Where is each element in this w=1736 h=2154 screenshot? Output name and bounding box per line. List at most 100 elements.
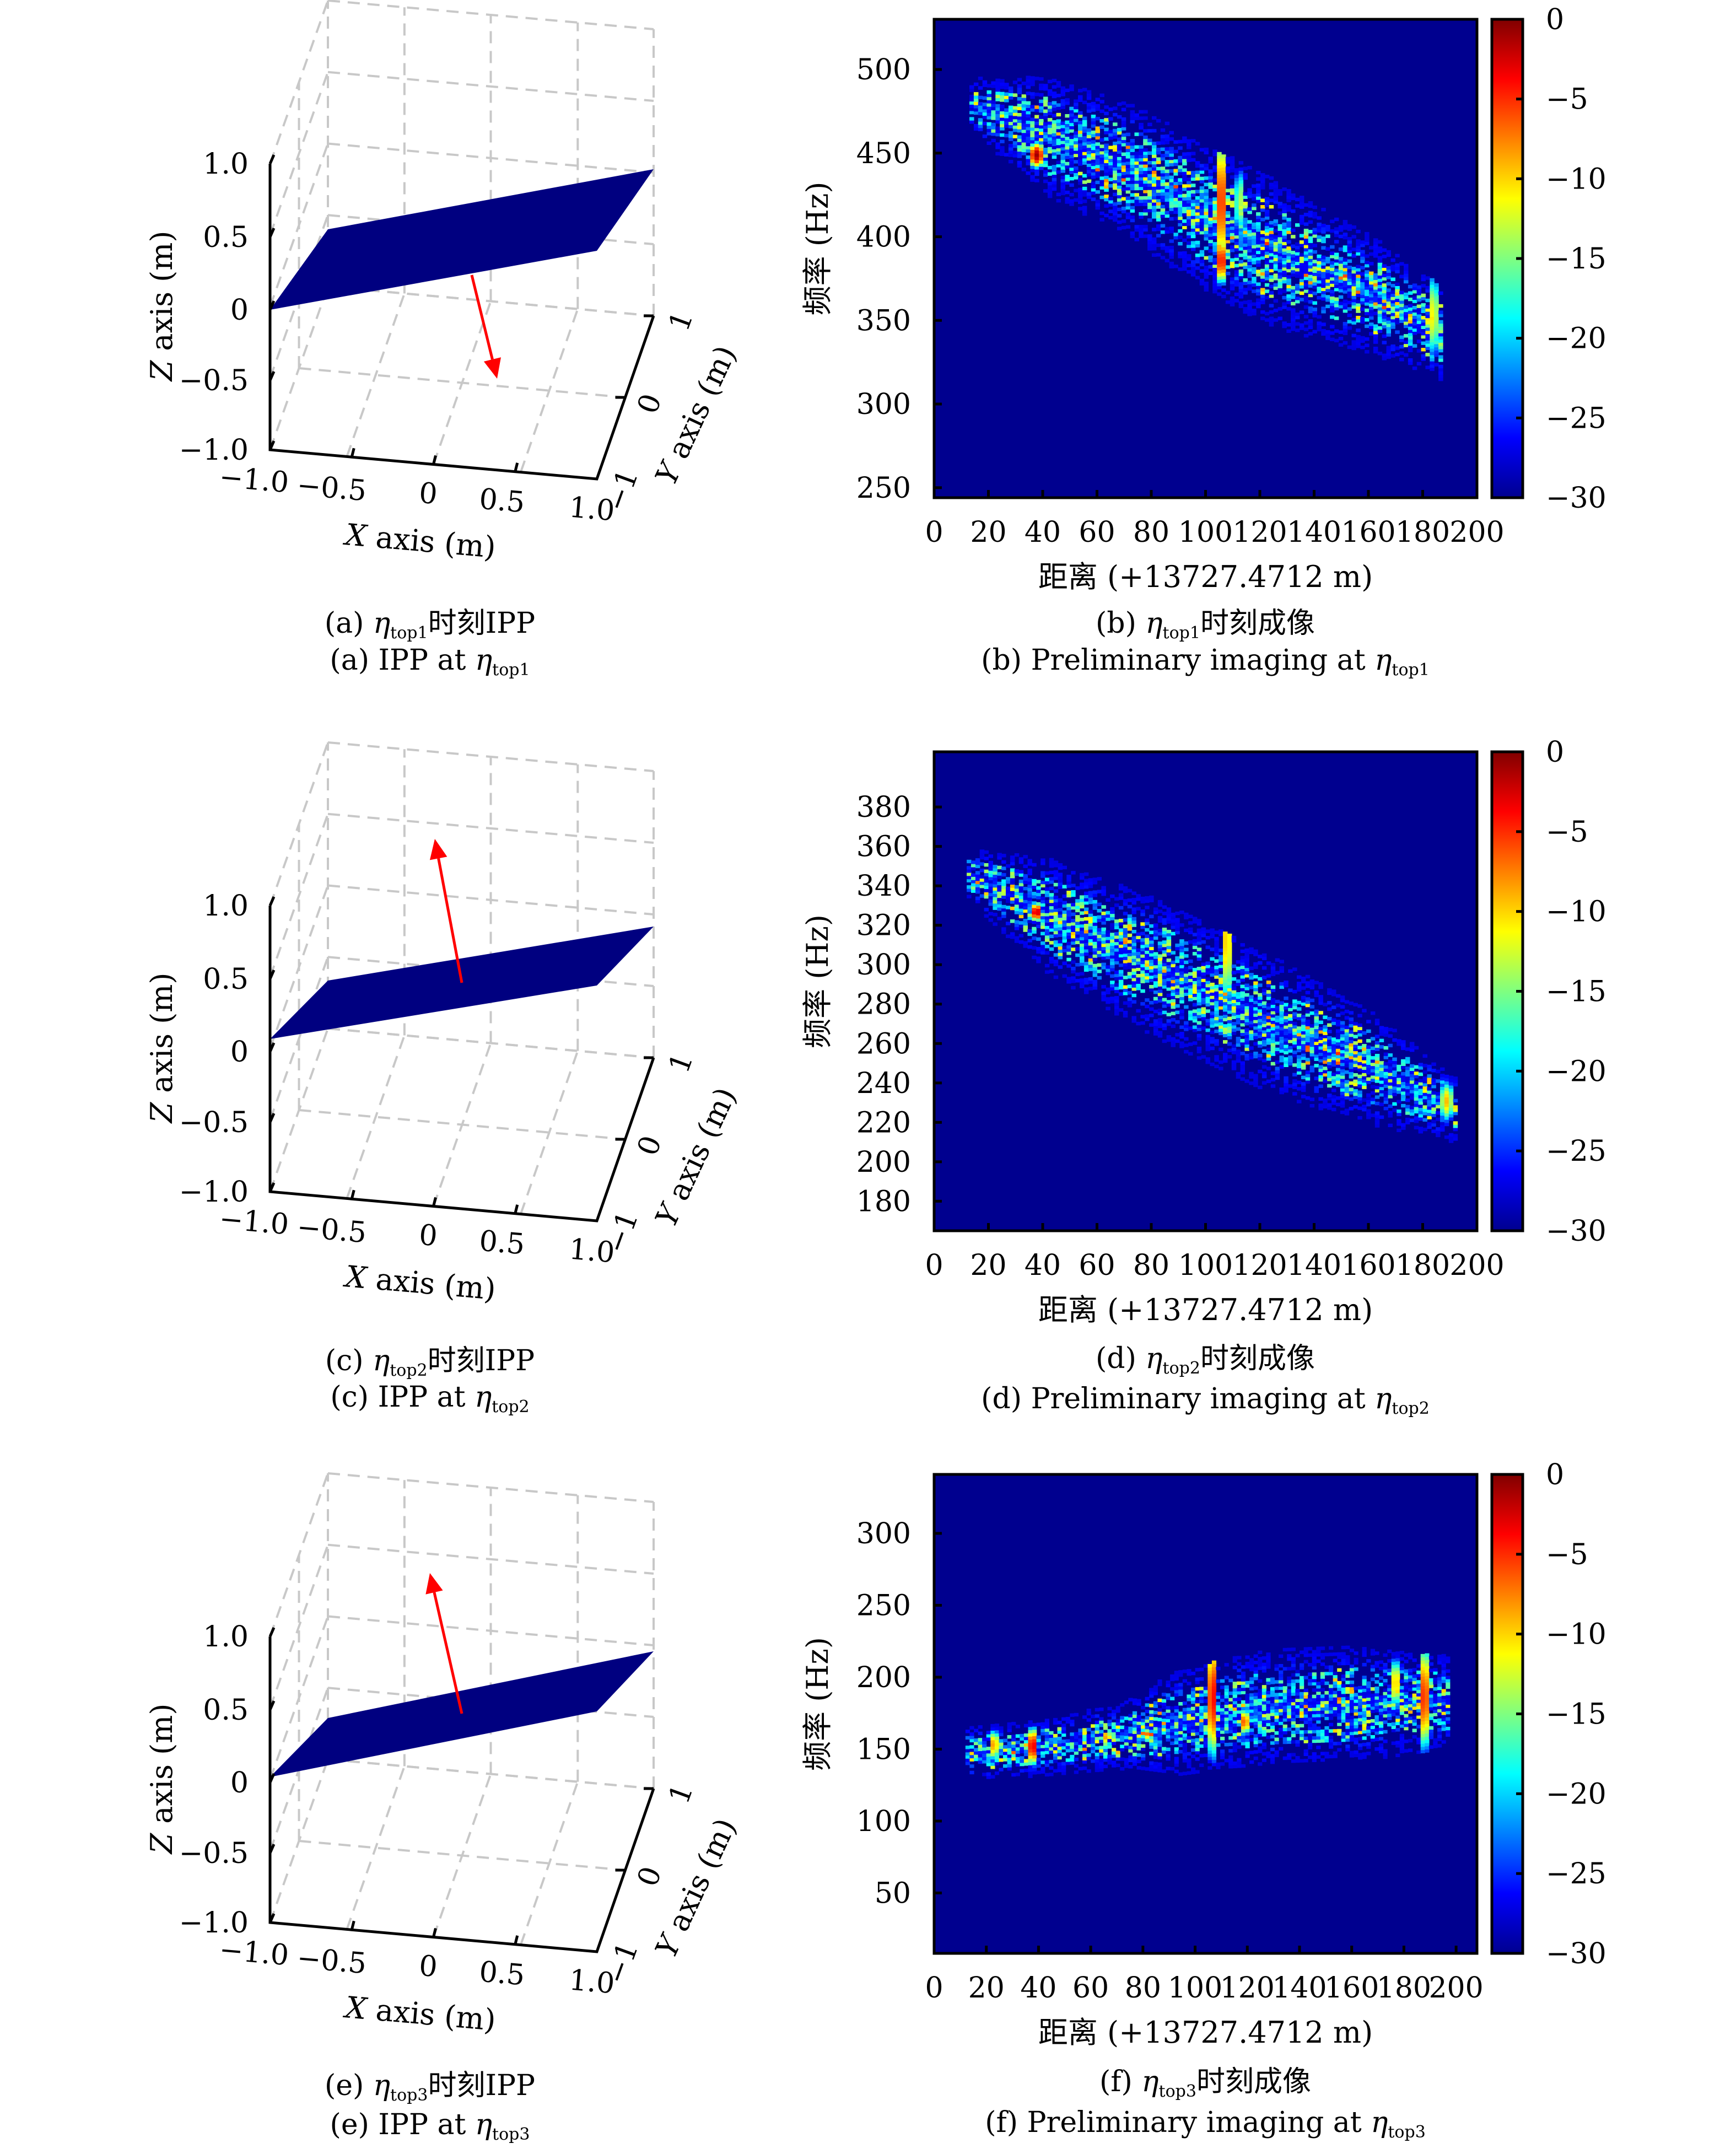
heatmap-cell xyxy=(1157,1021,1163,1025)
heatmap-cell xyxy=(1036,921,1041,925)
heatmap-cell xyxy=(1034,140,1039,144)
heatmap-cell xyxy=(1292,999,1297,1003)
heatmap-cell xyxy=(995,107,1000,111)
heatmap-cell xyxy=(1179,939,1184,943)
heatmap-cell xyxy=(1175,982,1180,986)
heatmap-cell xyxy=(1136,951,1141,955)
heatmap-cell xyxy=(1130,216,1135,219)
heatmap-cell xyxy=(1099,125,1104,129)
heatmap-cell xyxy=(1219,983,1223,988)
y-axis-label-text: axis (m) xyxy=(657,1082,743,1214)
heatmap-cell xyxy=(1408,358,1413,362)
heatmap-cell xyxy=(1069,116,1074,120)
heatmap-cell xyxy=(1123,966,1128,970)
heatmap-cell xyxy=(1314,1051,1319,1055)
heatmap-cell xyxy=(1017,135,1022,139)
heatmap-cell xyxy=(1230,217,1235,220)
heatmap-cell xyxy=(1052,146,1057,149)
x-axis-label: X axis (m) xyxy=(342,517,497,565)
heatmap-cell xyxy=(1157,916,1163,920)
heatmap-cell xyxy=(1152,160,1157,165)
heatmap-cell xyxy=(1196,1008,1202,1012)
heatmap-cell xyxy=(1390,315,1395,320)
heatmap-cell xyxy=(1145,966,1150,970)
heatmap-cell xyxy=(1188,930,1193,934)
heatmap-cell xyxy=(1314,1035,1319,1039)
heatmap-cell xyxy=(1253,1004,1258,1008)
heatmap-cell xyxy=(1217,219,1222,223)
heatmap-cell xyxy=(971,866,976,871)
heatmap-cell xyxy=(1117,144,1122,148)
heatmap-cell xyxy=(1164,173,1170,176)
heatmap-cell xyxy=(1196,1015,1202,1019)
heatmap-cell xyxy=(1327,1055,1332,1059)
heatmap-cell xyxy=(1275,1025,1280,1029)
heatmap-cell xyxy=(1065,181,1070,185)
heatmap-cell xyxy=(1088,964,1093,968)
heatmap-cell xyxy=(1231,1063,1237,1067)
heatmap-cell xyxy=(1143,161,1148,165)
heatmap-cell xyxy=(1078,155,1083,160)
heatmap-cell xyxy=(1095,203,1100,207)
heatmap-cell xyxy=(1284,1063,1288,1067)
heatmap-cell xyxy=(1014,895,1020,898)
heatmap-cell xyxy=(1404,277,1409,281)
heatmap-cell xyxy=(1058,924,1063,928)
heatmap-cell xyxy=(1244,1038,1249,1042)
heatmap-cell xyxy=(1243,240,1248,244)
heatmap-cell xyxy=(1438,291,1443,295)
heatmap-cell xyxy=(1275,1028,1280,1032)
heatmap-cell xyxy=(1365,299,1370,303)
heatmap-cell xyxy=(1258,1053,1263,1058)
heatmap-cell xyxy=(1318,1097,1323,1101)
heatmap-cell xyxy=(1114,919,1119,923)
heatmap-cell xyxy=(1238,177,1244,181)
heatmap-cell xyxy=(1082,120,1087,123)
heatmap-cell xyxy=(1231,1009,1237,1013)
heatmap-cell xyxy=(1327,1042,1332,1046)
heatmap-cell xyxy=(1210,1011,1215,1015)
heatmap-cell xyxy=(1044,916,1050,920)
z-tick-label: −1.0 xyxy=(179,434,249,467)
heatmap-cell xyxy=(1099,176,1104,180)
heatmap-cell xyxy=(1178,203,1183,207)
heatmap-cell xyxy=(1335,1036,1341,1040)
heatmap-cell xyxy=(1147,244,1152,247)
heatmap-cell xyxy=(1227,981,1232,986)
heatmap-cell xyxy=(1292,1082,1297,1086)
heatmap-cell xyxy=(1351,343,1356,347)
heatmap-cell xyxy=(1113,183,1118,187)
heatmap-cell xyxy=(1273,190,1279,195)
heatmap-cell xyxy=(1053,953,1059,957)
heatmap-cell xyxy=(1123,934,1128,938)
heatmap-cell xyxy=(1210,1001,1215,1006)
heatmap-cell xyxy=(1373,305,1378,309)
heatmap-cell xyxy=(1258,1015,1263,1019)
heatmap-cell xyxy=(1256,218,1261,223)
heatmap-cell xyxy=(1106,965,1110,969)
heatmap-cell xyxy=(1301,1040,1306,1044)
heatmap-cell xyxy=(1227,968,1232,972)
heatmap-cell xyxy=(1164,141,1170,144)
heatmap-cell xyxy=(1012,134,1018,138)
heatmap-cell xyxy=(1286,240,1291,244)
heatmap-cell xyxy=(1110,987,1115,991)
heatmap-cell xyxy=(1331,1098,1336,1102)
heatmap-cell xyxy=(1256,177,1261,181)
heatmap-cell xyxy=(991,126,996,130)
heatmap-cell xyxy=(1343,309,1348,313)
heatmap-cell xyxy=(1171,970,1176,974)
heatmap-cell xyxy=(1121,143,1126,147)
heatmap-cell xyxy=(1360,336,1365,340)
heatmap-cell xyxy=(1006,877,1011,881)
heatmap-cell xyxy=(1360,256,1365,260)
heatmap-cell xyxy=(1258,1035,1263,1038)
heatmap-cell xyxy=(1305,1026,1311,1030)
y-tick-label: 400 xyxy=(856,221,911,254)
heatmap-cell xyxy=(1166,965,1172,968)
heatmap-cell xyxy=(1134,238,1139,241)
heatmap-cell xyxy=(1160,128,1166,132)
heatmap-cell xyxy=(1225,198,1231,202)
heatmap-cell xyxy=(1131,930,1136,934)
heatmap-cell xyxy=(1083,898,1089,902)
